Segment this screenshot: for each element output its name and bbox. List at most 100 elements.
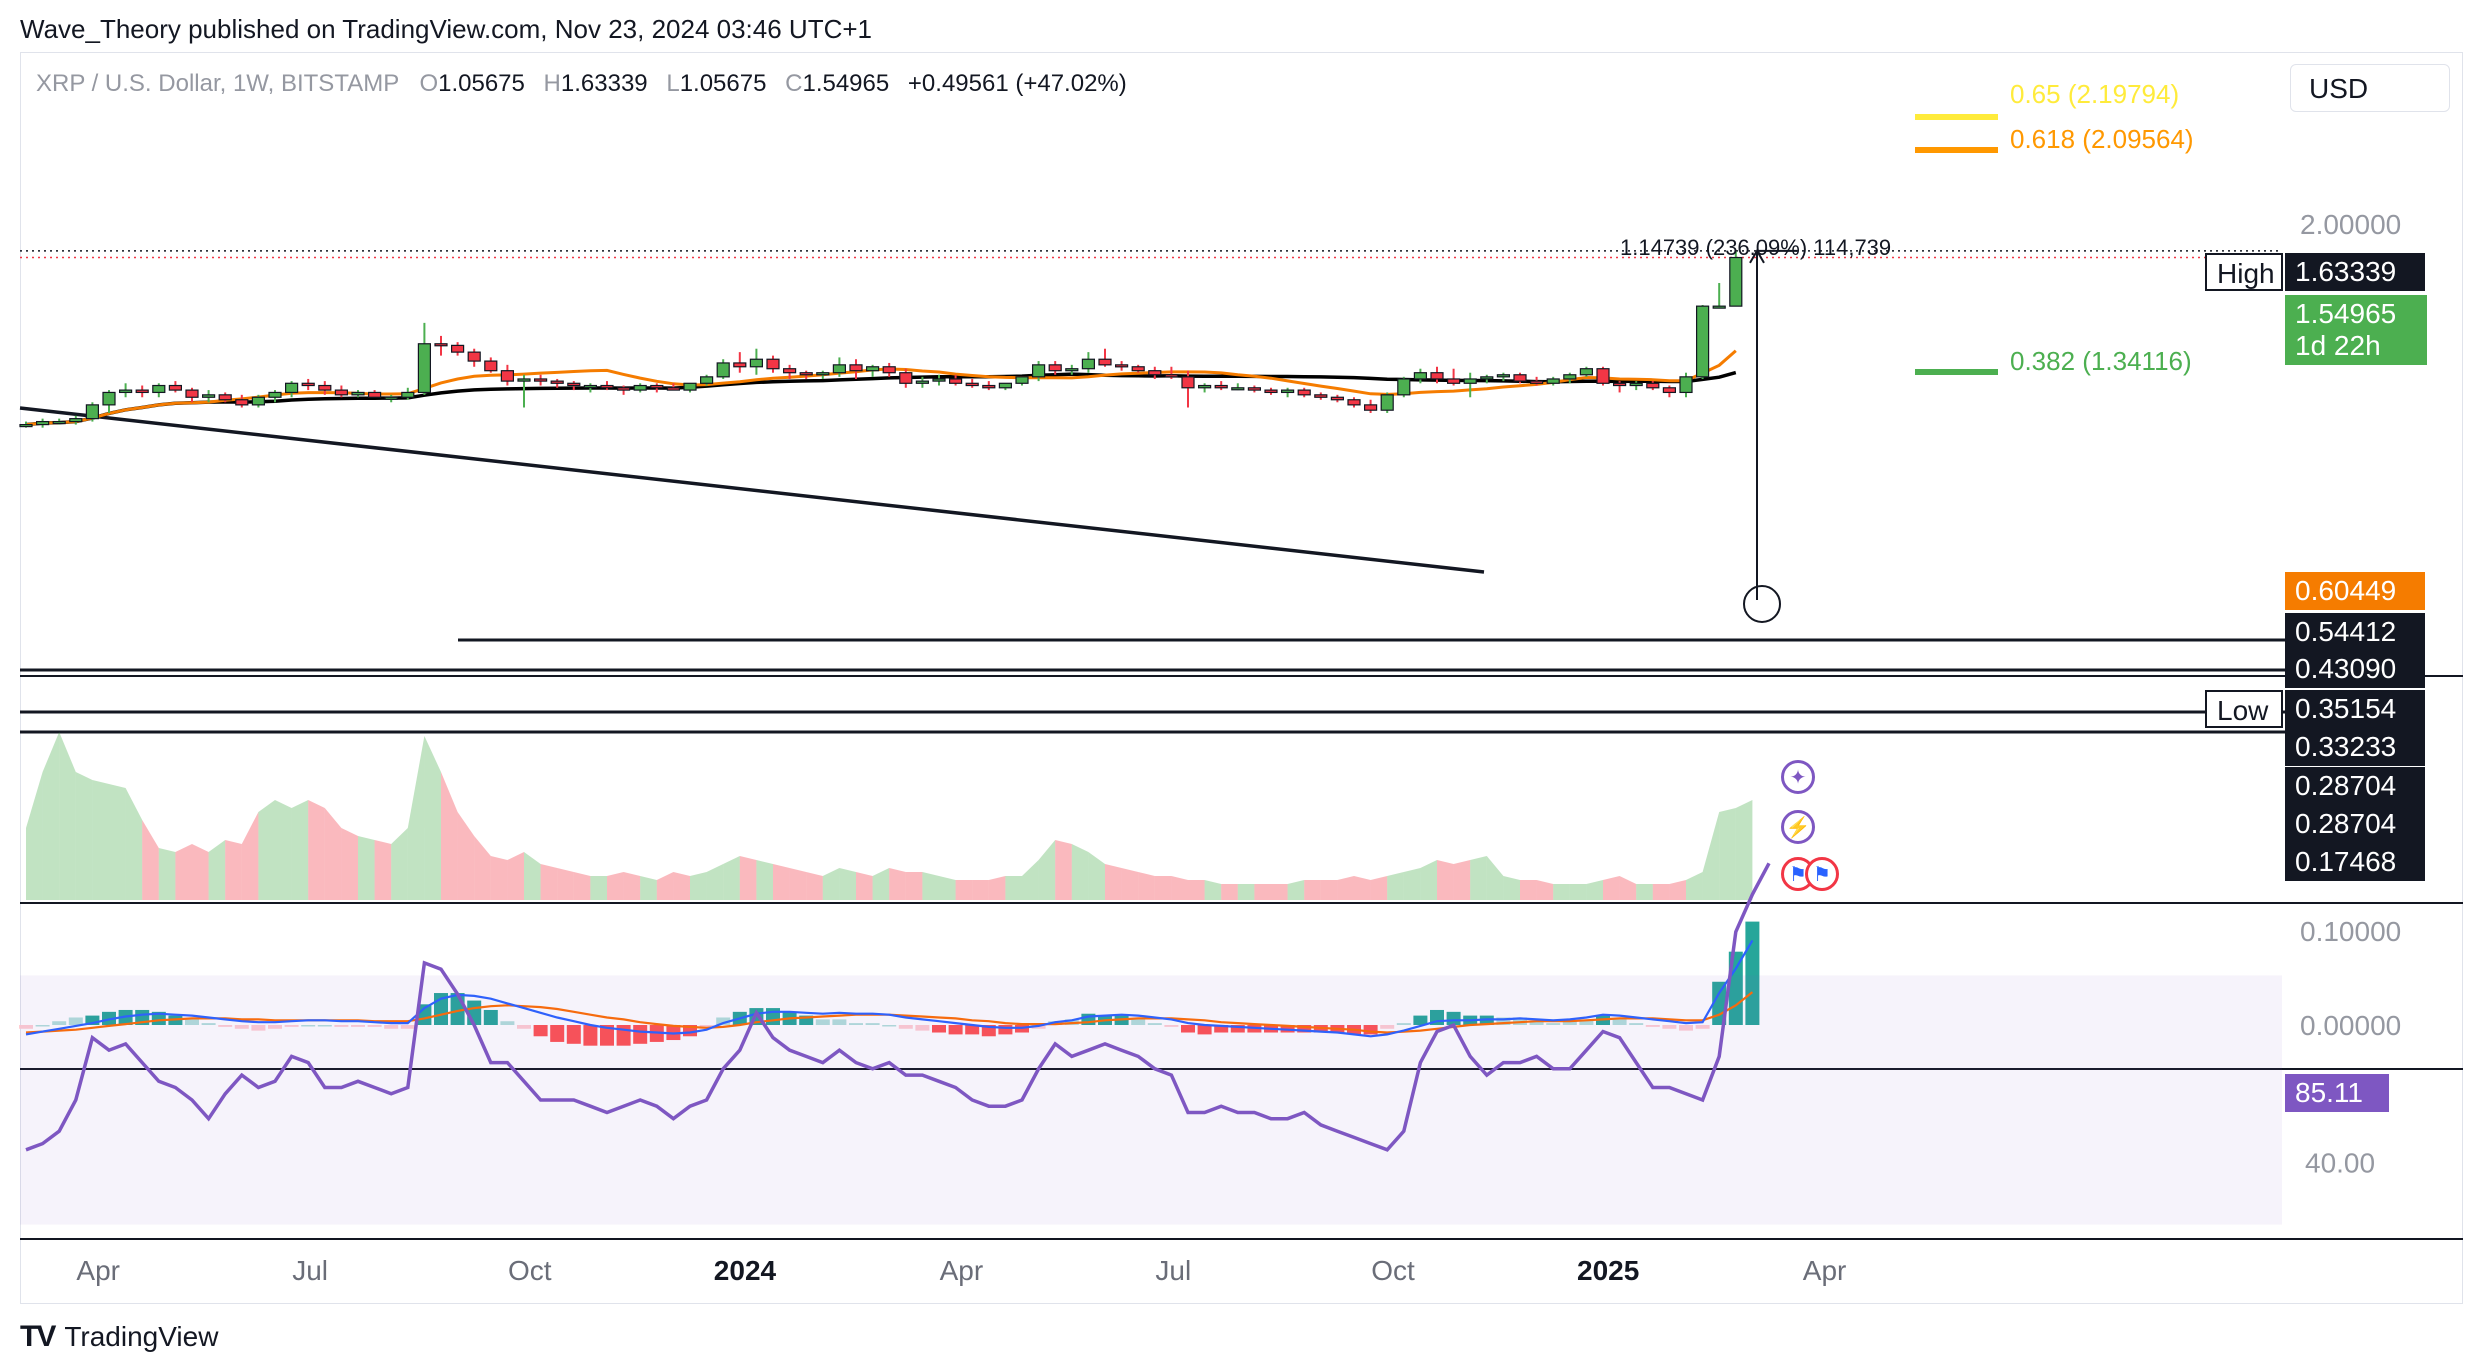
candle-49 — [832, 364, 847, 374]
fib-label-1: 0.618 (2.09564) — [2010, 124, 2194, 154]
candle-96 — [1612, 382, 1627, 387]
candle-89 — [1496, 374, 1511, 378]
currency-selector[interactable]: USD — [2290, 64, 2450, 112]
volume-area-69 — [1171, 876, 1188, 900]
macd-hist-bar-1 — [35, 1025, 50, 1027]
price-tag-8[interactable]: 0.28704 — [2285, 805, 2425, 843]
macd-hist-bar-81 — [1363, 1025, 1378, 1035]
macd-hist-bar-83 — [1396, 1023, 1411, 1025]
macd-hist-bar-18 — [317, 1025, 332, 1027]
candle-39 — [666, 387, 681, 391]
price-tag-0[interactable]: 1.63339 — [2285, 253, 2425, 291]
volume-area-28 — [490, 856, 508, 900]
macd-hist-bar-4 — [85, 1015, 100, 1025]
candle-99 — [1662, 387, 1677, 394]
rsi-value-tag[interactable]: 85.11 — [2285, 1074, 2389, 1112]
volume-area-12 — [225, 840, 242, 900]
tradingview-logo-icon[interactable]: TV — [20, 1320, 56, 1353]
candle-10 — [185, 389, 199, 398]
candle-82 — [1380, 394, 1394, 411]
candle-19 — [334, 389, 348, 396]
volume-area-38 — [656, 872, 674, 900]
lightning-event-icon[interactable]: ⚡ — [1781, 810, 1815, 844]
macd-hist-bar-64 — [1081, 1013, 1096, 1025]
star-event-icon[interactable]: ✦ — [1781, 760, 1815, 794]
candle-87 — [1463, 378, 1477, 384]
price-tag-7[interactable]: 0.28704 — [2285, 767, 2425, 805]
candle-12 — [218, 394, 232, 401]
volume-area-32 — [557, 868, 574, 900]
price-tag-label-0[interactable]: High — [2205, 253, 2283, 291]
volume-area-82 — [1387, 872, 1404, 900]
candle-46 — [782, 368, 797, 374]
price-tag-9[interactable]: 0.17468 — [2285, 843, 2425, 881]
macd-hist-bar-3 — [68, 1017, 83, 1025]
volume-area-76 — [1287, 880, 1305, 900]
price-tag-1[interactable]: 1.54965 1d 22h — [2285, 295, 2427, 365]
candle-102 — [1712, 305, 1726, 309]
macd-hist-bar-21 — [367, 1025, 382, 1027]
candle-16 — [285, 382, 299, 394]
volume-area-73 — [1237, 884, 1255, 900]
time-axis-tick-7: 2025 — [1577, 1255, 1639, 1286]
candle-5 — [102, 391, 116, 406]
brand-name[interactable]: TradingView — [64, 1321, 219, 1352]
macd-hist-bar-52 — [882, 1025, 897, 1027]
volume-area-51 — [872, 868, 890, 900]
volume-area-84 — [1420, 860, 1437, 900]
volume-area-98 — [1652, 884, 1670, 900]
volume-area-79 — [1337, 876, 1354, 900]
candle-34 — [583, 384, 598, 389]
candle-75 — [1264, 389, 1278, 394]
volume-area-90 — [1520, 880, 1537, 900]
volume-area-43 — [739, 856, 757, 900]
macd-hist-bar-102 — [1712, 981, 1727, 1025]
candle-103 — [1729, 256, 1743, 307]
candle-90 — [1513, 374, 1527, 382]
volume-area-25 — [441, 772, 458, 900]
macd-hist-bar-70 — [1181, 1025, 1195, 1033]
candle-70 — [1181, 376, 1195, 389]
macd-hist-bar-55 — [932, 1025, 946, 1033]
price-tag-6[interactable]: 0.33233 — [2285, 728, 2425, 766]
macd-hist-bar-12 — [218, 1025, 233, 1027]
volume-area-89 — [1503, 876, 1520, 900]
candle-62 — [1048, 364, 1062, 372]
candle-79 — [1330, 396, 1345, 401]
macd-hist-bar-86 — [1446, 1011, 1461, 1025]
price-tag-2[interactable]: 0.60449 — [2285, 572, 2425, 610]
price-tag-label-5[interactable]: Low — [2205, 690, 2283, 728]
candle-38 — [650, 384, 664, 389]
volume-area-91 — [1536, 880, 1554, 900]
candle-26 — [451, 344, 465, 353]
candle-31 — [533, 378, 548, 382]
macd-hist-bar-57 — [965, 1025, 980, 1035]
volume-area-62 — [1055, 840, 1072, 900]
volume-area-13 — [241, 812, 259, 900]
time-axis-tick-6: Oct — [1371, 1255, 1415, 1286]
rsi-line — [25, 862, 1771, 1152]
price-tag-5[interactable]: 0.35154 — [2285, 690, 2425, 728]
candle-23 — [401, 391, 415, 398]
macd-hist-bar-77 — [1297, 1025, 1312, 1033]
price-tag-4[interactable]: 0.43090 — [2285, 650, 2425, 688]
low-value: 1.05675 — [679, 70, 767, 97]
price-tag-3[interactable]: 0.54412 — [2285, 613, 2425, 651]
macd-hist-bar-54 — [915, 1025, 930, 1031]
time-axis-tick-1: Jul — [292, 1255, 328, 1286]
us-flag-event-icon-2[interactable]: ⚑ — [1805, 857, 1839, 891]
volume-area-78 — [1320, 880, 1338, 900]
candle-69 — [1164, 374, 1179, 378]
volume-area-47 — [806, 872, 823, 900]
candle-1 — [35, 420, 50, 426]
candle-55 — [932, 378, 946, 382]
close-label: C — [785, 70, 803, 97]
macd-hist-bar-34 — [583, 1025, 598, 1046]
symbol-label[interactable]: XRP / U.S. Dollar, 1W, BITSTAMP — [36, 70, 399, 97]
macd-hist-bar-93 — [1562, 1021, 1577, 1025]
volume-area-97 — [1636, 884, 1653, 900]
candle-101 — [1695, 305, 1710, 378]
high-value: 1.63339 — [560, 70, 648, 97]
volume-area-57 — [972, 880, 989, 900]
